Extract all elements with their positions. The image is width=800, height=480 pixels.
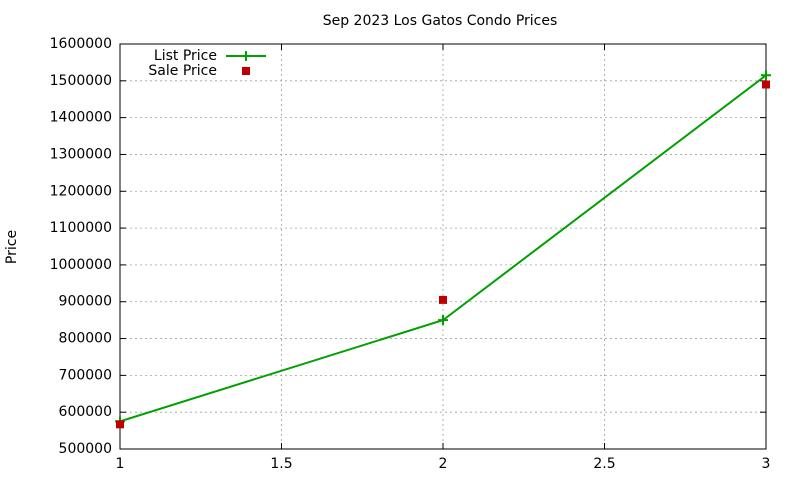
y-tick-label: 1000000	[50, 257, 112, 273]
point	[438, 315, 448, 326]
x-tick-label: 2	[439, 456, 448, 472]
plot-border	[119, 43, 767, 450]
y-tick-label: 1100000	[50, 220, 112, 236]
legend-label: List Price	[154, 48, 217, 64]
point	[762, 80, 770, 89]
y-tick-label: 500000	[59, 441, 112, 457]
x-tick-label: 2.5	[593, 456, 615, 472]
y-tick-label: 800000	[59, 331, 112, 347]
point	[761, 70, 771, 81]
y-tick-label: 700000	[59, 367, 112, 383]
y-tick-label: 1300000	[50, 146, 112, 162]
y-tick-label: 1500000	[50, 73, 112, 89]
x-tick-label: 1.5	[270, 456, 292, 472]
y-axis-label: Price	[4, 230, 20, 264]
y-tick-label: 1200000	[50, 183, 112, 199]
legend-marker	[241, 51, 251, 61]
y-tick-label: 1400000	[50, 110, 112, 126]
legend-marker	[242, 67, 250, 75]
point	[439, 295, 447, 304]
y-tick-label: 600000	[59, 404, 112, 420]
y-tick-label: 1600000	[50, 36, 112, 52]
y-tick-label: 900000	[59, 294, 112, 310]
x-tick-label: 3	[762, 456, 771, 472]
point	[116, 420, 124, 429]
legend-label: Sale Price	[148, 63, 217, 79]
x-tick-label: 1	[116, 456, 125, 472]
chart-title: Sep 2023 Los Gatos Condo Prices	[323, 13, 558, 29]
